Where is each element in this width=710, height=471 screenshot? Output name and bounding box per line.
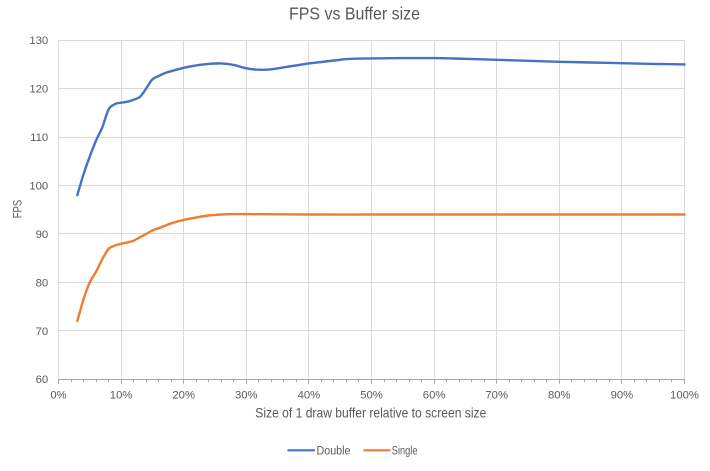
svg-text:80: 80: [36, 277, 49, 289]
svg-text:110: 110: [30, 132, 48, 144]
svg-text:FPS: FPS: [12, 199, 24, 218]
svg-text:50%: 50%: [360, 389, 383, 401]
svg-text:70: 70: [36, 326, 49, 338]
svg-text:80%: 80%: [548, 389, 571, 401]
svg-text:0%: 0%: [50, 389, 66, 401]
svg-text:100: 100: [29, 181, 48, 193]
svg-text:90: 90: [36, 229, 49, 241]
svg-text:70%: 70%: [485, 389, 508, 401]
svg-text:FPS vs Buffer size: FPS vs Buffer size: [289, 4, 420, 24]
svg-text:Single: Single: [392, 443, 418, 457]
svg-text:90%: 90%: [611, 389, 634, 401]
svg-text:60%: 60%: [423, 389, 446, 401]
svg-text:60: 60: [36, 374, 49, 386]
svg-text:100%: 100%: [670, 389, 699, 401]
svg-text:30%: 30%: [235, 389, 258, 401]
svg-text:Double: Double: [317, 443, 351, 457]
svg-text:120: 120: [29, 84, 48, 96]
svg-text:Size of 1 draw buffer relative: Size of 1 draw buffer relative to screen…: [255, 404, 486, 420]
svg-text:20%: 20%: [172, 389, 195, 401]
svg-text:130: 130: [29, 35, 48, 47]
svg-text:40%: 40%: [298, 389, 321, 401]
svg-text:10%: 10%: [110, 389, 133, 401]
